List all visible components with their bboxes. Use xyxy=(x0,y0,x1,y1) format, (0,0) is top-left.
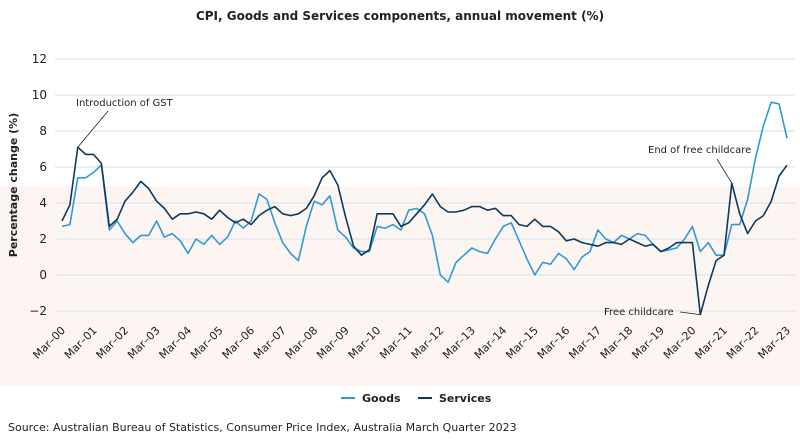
y-axis-label: Percentage change (%) xyxy=(7,113,20,257)
legend-label: Goods xyxy=(362,392,401,405)
legend-label: Services xyxy=(439,392,492,405)
y-tick-label: 0 xyxy=(39,268,47,282)
y-tick-label: 6 xyxy=(39,160,47,174)
series-line-services xyxy=(61,146,788,316)
annotation-free-childcare: Free childcare xyxy=(604,307,674,318)
y-tick-label: 2 xyxy=(39,232,47,246)
background-band xyxy=(0,186,800,386)
y-tick-label: 12 xyxy=(32,52,47,66)
annotation-leader xyxy=(716,158,733,184)
annotation-leader xyxy=(679,311,701,315)
chart-title: CPI, Goods and Services components, annu… xyxy=(196,9,604,23)
annotation-leader xyxy=(77,110,109,148)
y-tick-label: 4 xyxy=(39,196,47,210)
annotation-gst: Introduction of GST xyxy=(76,98,174,109)
y-tick-label: 10 xyxy=(32,88,47,102)
y-tick-label: 8 xyxy=(39,124,47,138)
y-tick-label: −2 xyxy=(29,304,47,318)
series-line-goods xyxy=(61,101,788,284)
annotation-end-childcare: End of free childcare xyxy=(648,145,751,156)
source-note: Source: Australian Bureau of Statistics,… xyxy=(8,421,517,434)
